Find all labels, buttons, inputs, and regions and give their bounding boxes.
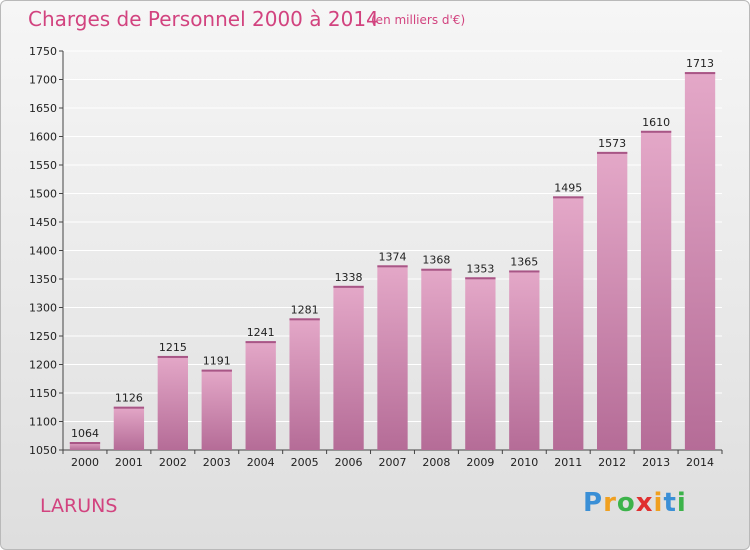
logo-letter: x [635,488,654,518]
proxiti-logo: Proxiti [583,488,687,518]
bar [684,72,716,450]
bar [201,369,232,450]
bar [289,318,320,450]
bar-top [113,406,145,409]
y-tick-label: 1750 [29,45,57,58]
bar-top [684,72,716,75]
data-label: 1365 [510,255,538,268]
bar-top [509,270,540,273]
bar [553,196,584,450]
bar-top [465,277,496,280]
data-label: 1126 [115,392,143,405]
logo-letter: P [583,488,604,518]
y-tick-label: 1100 [29,416,57,429]
data-label: 1338 [335,271,363,284]
y-tick-label: 1050 [29,444,57,457]
bar [69,442,101,450]
y-tick-label: 1250 [29,330,57,343]
x-tick-label: 2004 [247,456,275,469]
y-tick-label: 1200 [29,359,57,372]
bar-top [333,285,364,288]
bar-top [245,341,276,344]
chart-subtitle: (en milliers d'€) [371,13,466,27]
y-tick-label: 1650 [29,102,57,115]
bar-top [69,442,101,445]
x-tick-label: 2001 [115,456,143,469]
chart-title: Charges de Personnel 2000 à 2014 [28,7,379,31]
data-label: 1064 [71,427,99,440]
data-label: 1215 [159,341,187,354]
data-label: 1374 [379,250,407,263]
bar [157,355,188,450]
x-tick-label: 2009 [466,456,494,469]
bar [509,270,540,450]
x-tick-label: 2014 [686,456,714,469]
y-tick-label: 1500 [29,188,57,201]
x-tick-label: 2013 [642,456,670,469]
data-label: 1368 [422,254,450,267]
bar-top [201,369,232,372]
x-tick-label: 2002 [159,456,187,469]
logo-letter: o [616,488,636,518]
bar-top [640,130,672,133]
bar [597,151,628,450]
x-tick-label: 2006 [335,456,363,469]
x-tick-label: 2010 [510,456,538,469]
data-label: 1495 [554,181,582,194]
logo-letter: r [603,488,617,518]
data-label: 1573 [598,137,626,150]
bar [377,265,408,450]
x-tick-label: 2003 [203,456,231,469]
data-label: 1191 [203,355,231,368]
y-tick-label: 1600 [29,131,57,144]
bar-top [289,318,320,321]
y-tick-label: 1300 [29,302,57,315]
bar-top [597,151,628,154]
bar [421,268,452,450]
y-tick-label: 1700 [29,74,57,87]
bar [640,130,672,451]
logo-letter: t [663,488,677,518]
bar-top [157,355,188,358]
bar-top [553,196,584,199]
data-label: 1241 [247,326,275,339]
x-tick-label: 2000 [71,456,99,469]
bar [333,285,364,450]
data-label: 1353 [466,262,494,275]
y-tick-label: 1150 [29,387,57,400]
x-tick-label: 2011 [554,456,582,469]
bar-top [377,265,408,268]
data-label: 1281 [291,303,319,316]
y-tick-label: 1350 [29,273,57,286]
commune-name: LARUNS [40,495,118,517]
y-tick-label: 1550 [29,159,57,172]
bar-top [421,268,452,271]
bar [245,341,276,450]
y-tick-label: 1400 [29,245,57,258]
x-tick-label: 2008 [422,456,450,469]
data-label: 1713 [686,57,714,70]
logo-letter: i [676,488,687,518]
logo-letter: i [653,488,664,518]
x-tick-label: 2012 [598,456,626,469]
y-tick-label: 1450 [29,216,57,229]
x-tick-label: 2007 [379,456,407,469]
bar [113,406,145,450]
data-label: 1610 [642,116,670,129]
x-tick-label: 2005 [291,456,319,469]
bar [465,277,496,450]
